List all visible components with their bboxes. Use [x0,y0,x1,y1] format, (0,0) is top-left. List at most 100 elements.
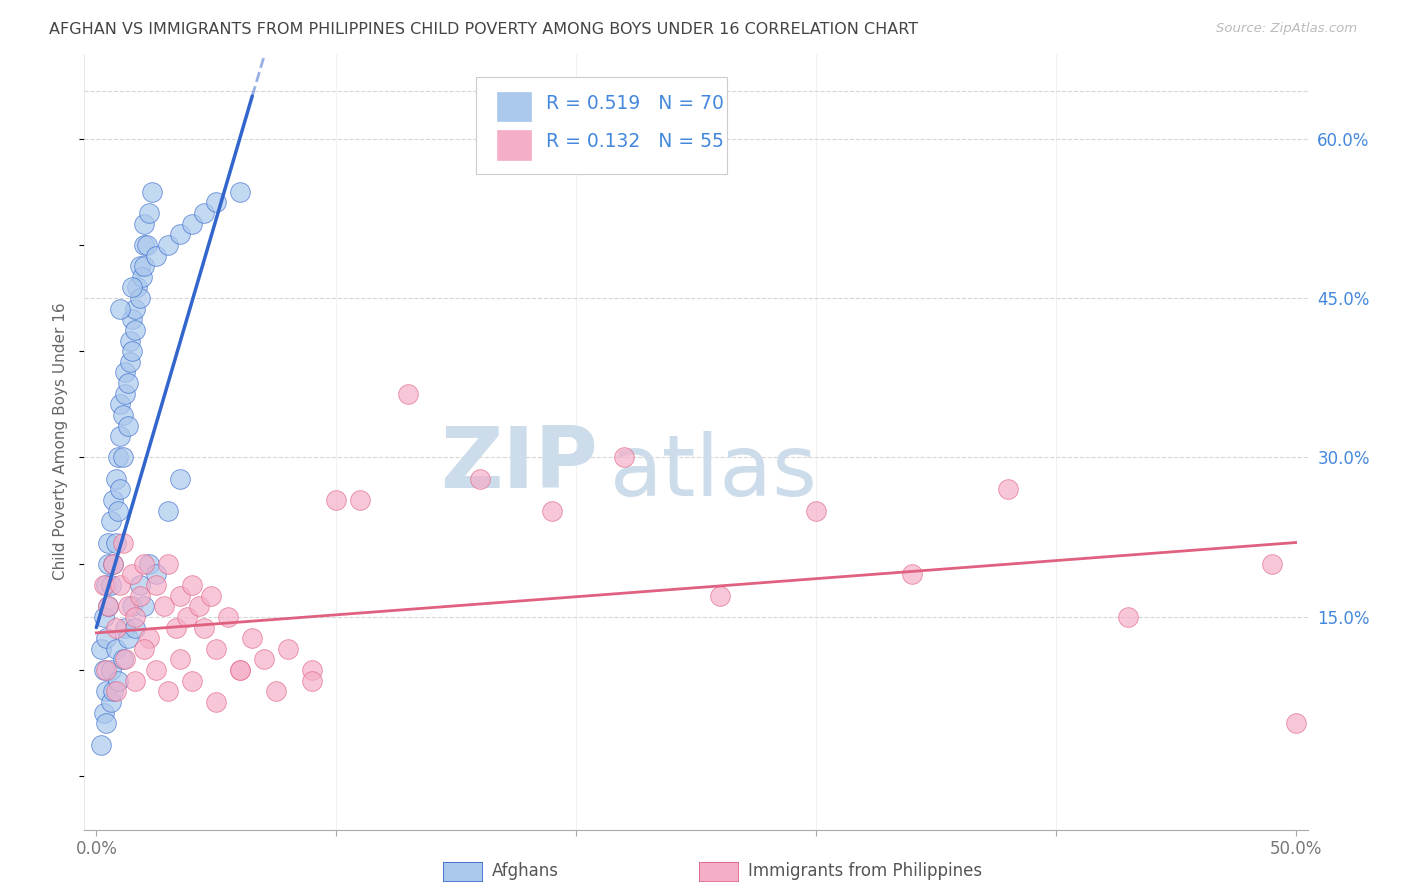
Point [110,483,132,497]
Point [100,695,122,709]
Point [134,557,156,571]
Text: AFGHAN VS IMMIGRANTS FROM PHILIPPINES CHILD POVERTY AMONG BOYS UNDER 16 CORRELAT: AFGHAN VS IMMIGRANTS FROM PHILIPPINES CH… [49,22,918,37]
Text: ZIP: ZIP [440,424,598,507]
Point [1260,557,1282,571]
Point [97,535,120,549]
Point [100,663,122,677]
Point [188,599,211,614]
Point [100,578,122,592]
Point [128,259,150,273]
Point [193,621,215,635]
Point [124,323,146,337]
FancyBboxPatch shape [475,77,727,174]
Point [176,610,198,624]
Point [157,557,180,571]
Point [117,376,139,390]
Point [117,599,139,614]
Point [301,673,323,688]
Point [94,631,117,645]
Point [94,684,117,698]
Point [145,248,167,262]
Point [93,578,115,592]
Point [128,291,150,305]
Point [134,599,156,614]
Point [97,557,120,571]
Point [205,695,228,709]
Point [1284,716,1306,731]
Point [111,652,134,666]
Point [128,578,150,592]
Point [709,589,731,603]
Point [110,397,132,411]
Point [121,280,143,294]
Point [110,578,132,592]
Point [93,610,115,624]
Point [104,535,127,549]
Point [229,185,252,199]
Bar [496,130,531,160]
Point [90,641,112,656]
Point [152,599,174,614]
Point [127,280,149,294]
Point [229,663,252,677]
Point [541,503,564,517]
Point [101,557,124,571]
Point [181,217,204,231]
Point [111,450,134,465]
Point [121,567,143,582]
Point [1116,610,1139,624]
Point [253,652,276,666]
Bar [496,92,531,121]
Point [134,217,156,231]
Y-axis label: Child Poverty Among Boys Under 16: Child Poverty Among Boys Under 16 [53,302,69,581]
Point [134,259,156,273]
Point [101,493,124,508]
Point [193,206,215,220]
Point [104,621,127,635]
Point [200,589,222,603]
Point [169,227,191,242]
Point [118,355,141,369]
Point [205,195,228,210]
Point [110,429,132,443]
Point [145,578,167,592]
Point [613,450,636,465]
Point [121,312,143,326]
Point [107,673,129,688]
Point [135,238,157,252]
Point [110,301,132,316]
Text: atlas: atlas [610,431,818,514]
Point [138,557,160,571]
Point [134,238,156,252]
Point [240,631,263,645]
Point [131,269,153,284]
Point [121,344,143,359]
Point [396,386,419,401]
Point [93,706,115,720]
Point [128,589,150,603]
Point [94,663,117,677]
Point [157,238,180,252]
Point [138,206,160,220]
Point [997,483,1019,497]
Point [94,716,117,731]
Text: Afghans: Afghans [492,863,560,880]
Point [114,652,136,666]
Point [181,673,204,688]
Point [468,472,491,486]
Point [124,673,146,688]
Point [104,684,127,698]
Point [277,641,299,656]
Point [111,408,134,422]
Point [124,610,146,624]
Point [145,567,167,582]
Point [217,610,239,624]
Point [134,641,156,656]
Point [901,567,924,582]
Point [181,578,204,592]
Point [141,185,163,199]
Point [121,599,143,614]
Point [104,641,127,656]
Point [114,386,136,401]
Point [124,621,146,635]
